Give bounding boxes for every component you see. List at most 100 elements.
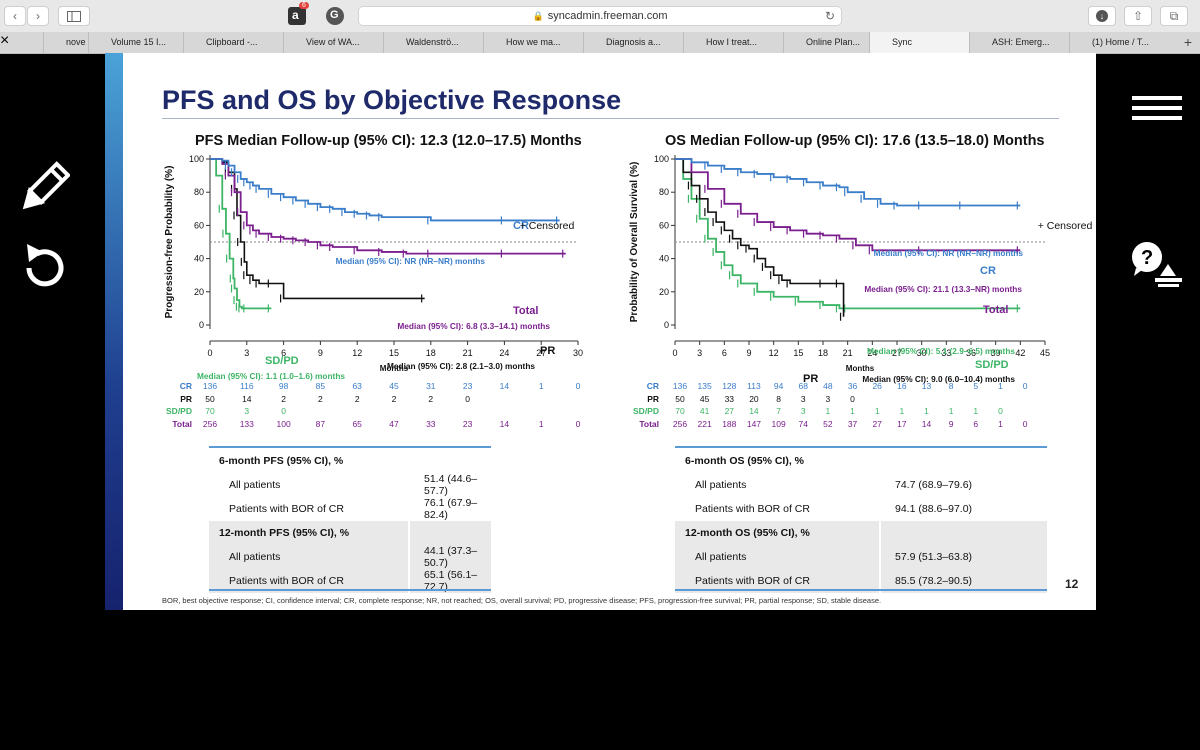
- x-tick-label: 45: [1040, 348, 1050, 358]
- tab-8[interactable]: Online Plan...: [783, 32, 869, 53]
- tab-7[interactable]: How I treat...: [683, 32, 783, 53]
- risk-row-label: Total: [172, 418, 192, 429]
- row-value: [408, 449, 491, 473]
- risk-count: 36: [847, 381, 858, 391]
- new-tab-icon[interactable]: +: [1183, 34, 1192, 50]
- sidebar-icon: [67, 10, 81, 22]
- risk-count: 2: [318, 393, 323, 404]
- risk-row-label: SD/PD: [166, 406, 192, 416]
- tab-6[interactable]: Diagnosis a...: [583, 32, 683, 53]
- address-bar[interactable]: 🔒 syncadmin.freeman.com ↻: [358, 6, 842, 26]
- risk-row-label: SD/PD: [633, 406, 659, 416]
- risk-count: 136: [202, 381, 218, 391]
- risk-count: 1: [998, 381, 1003, 391]
- risk-count: 0: [575, 381, 581, 391]
- pfs-chart-title: PFS Median Follow-up (95% CI): 12.3 (12.…: [195, 133, 582, 149]
- risk-count: 1: [948, 406, 954, 416]
- risk-count: 31: [426, 381, 436, 391]
- table-row: Patients with BOR of CR 94.1 (88.6–97.0): [675, 497, 1047, 521]
- risk-count: 27: [724, 406, 735, 416]
- series-label-cr: CR: [980, 265, 996, 277]
- risk-count: 2: [428, 393, 434, 404]
- tab-5[interactable]: How we ma...: [483, 32, 583, 53]
- risk-count: 9: [948, 418, 954, 429]
- x-tick-label: 24: [867, 348, 877, 358]
- tab-1[interactable]: Volume 15 I...: [88, 32, 183, 53]
- risk-count: 20: [749, 393, 759, 404]
- risk-count: 1: [998, 418, 1003, 429]
- y-tick-label: 0: [199, 320, 204, 330]
- tabs-overview-button[interactable]: ⧉: [1160, 6, 1188, 26]
- risk-count: 1: [850, 406, 855, 416]
- share-button[interactable]: ⇧: [1124, 6, 1152, 26]
- tab-2[interactable]: Clipboard -...: [183, 32, 283, 53]
- risk-count: 94: [773, 381, 784, 391]
- risk-count: 45: [389, 381, 399, 391]
- downloads-button[interactable]: ↓: [1088, 6, 1116, 26]
- help-icon[interactable]: ?: [1130, 240, 1186, 290]
- median-label-pr: Median (95% CI): 2.8 (2.1–3.0) months: [387, 361, 535, 371]
- tab-4[interactable]: Waldenströ...: [383, 32, 483, 53]
- undo-icon[interactable]: [19, 240, 67, 292]
- y-axis-label: Probability of Overall Survival (%): [629, 162, 640, 323]
- risk-count: 1: [899, 406, 905, 416]
- risk-count: 3: [800, 393, 806, 404]
- x-tick-label: 9: [746, 348, 751, 358]
- risk-count: 23: [462, 418, 473, 429]
- risk-count: 65: [352, 418, 362, 429]
- risk-count: 136: [672, 381, 688, 391]
- close-tab-icon[interactable]: ×: [0, 32, 10, 49]
- x-tick-label: 30: [573, 348, 583, 358]
- x-tick-label: 3: [244, 348, 249, 358]
- risk-count: 87: [315, 418, 326, 429]
- menu-icon[interactable]: [1132, 96, 1184, 120]
- back-button[interactable]: ‹: [4, 6, 26, 26]
- risk-count: 1: [538, 381, 544, 391]
- grammarly-extension-button[interactable]: G: [326, 7, 344, 25]
- risk-count: 27: [872, 418, 882, 429]
- y-tick-label: 60: [659, 220, 669, 230]
- risk-count: 133: [239, 418, 254, 429]
- row-label: Patients with BOR of CR: [695, 503, 810, 515]
- y-tick-label: 80: [659, 187, 669, 197]
- reload-icon[interactable]: ↻: [824, 9, 835, 23]
- forward-button[interactable]: ›: [27, 6, 49, 26]
- risk-count: 50: [205, 393, 215, 404]
- censored-legend: + Censored: [1038, 220, 1093, 232]
- risk-count: 14: [499, 381, 510, 391]
- x-tick-label: 24: [499, 348, 509, 358]
- risk-count: 26: [872, 381, 882, 391]
- y-axis-label: Progression-free Probability (%): [164, 166, 175, 319]
- risk-count: 7: [776, 406, 781, 416]
- y-tick-label: 20: [194, 287, 204, 297]
- x-tick-label: 21: [843, 348, 853, 358]
- tab-3[interactable]: View of WA...: [283, 32, 383, 53]
- os-landmark-table: 6-month OS (95% CI), % All patients 74.7 (…: [675, 449, 1047, 593]
- tab-9[interactable]: Sync: [869, 32, 969, 53]
- x-tick-label: 3: [697, 348, 702, 358]
- risk-count: 188: [722, 418, 737, 429]
- risk-count: 113: [747, 381, 761, 391]
- sidebar-button[interactable]: [58, 6, 90, 26]
- row-label: 12-month PFS (95% CI), %: [209, 521, 409, 545]
- chevron-right-icon: ›: [36, 9, 40, 23]
- tab-0[interactable]: nove: [43, 32, 88, 53]
- tab-11[interactable]: (1) Home / T...: [1069, 32, 1169, 53]
- amazon-extension-button[interactable]: a 6: [288, 2, 309, 25]
- x-tick-label: 21: [463, 348, 473, 358]
- risk-count: 1: [538, 418, 544, 429]
- tab-10[interactable]: ASH: Emerg...: [969, 32, 1069, 53]
- row-value: [879, 449, 1047, 473]
- risk-count: 6: [973, 418, 979, 429]
- y-tick-label: 100: [189, 154, 204, 164]
- risk-count: 8: [776, 393, 781, 404]
- row-value: 74.7 (68.9–79.6): [879, 473, 1047, 497]
- risk-row-label: CR: [646, 381, 659, 391]
- risk-count: 13: [921, 381, 932, 391]
- risk-count: 33: [426, 418, 436, 429]
- chevron-left-icon: ‹: [13, 9, 17, 23]
- pencil-icon[interactable]: [18, 160, 70, 216]
- row-value: [879, 521, 1047, 545]
- risk-row-label: CR: [179, 381, 192, 391]
- y-tick-label: 80: [194, 187, 204, 197]
